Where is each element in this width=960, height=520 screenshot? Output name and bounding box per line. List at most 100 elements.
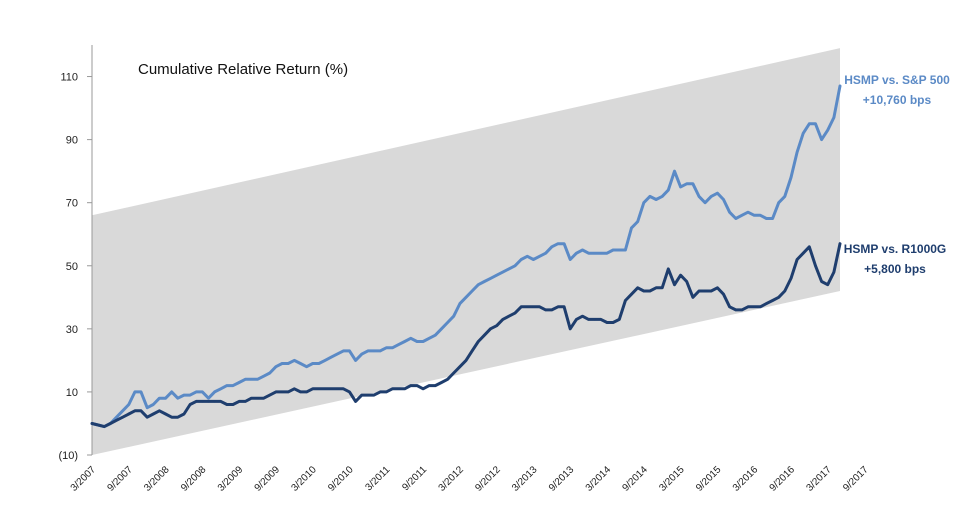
data-point [477,340,480,343]
data-point [618,318,621,321]
data-point [679,185,682,189]
data-point [464,296,468,299]
x-tick-label: 3/2014 [584,464,614,494]
data-point [176,416,179,419]
x-tick-label: 9/2012 [473,464,503,494]
y-tick-label: 110 [60,72,78,84]
x-tick-label: 3/2011 [364,464,393,493]
data-point [753,305,756,308]
data-point [520,258,523,261]
data-point [783,289,786,293]
data-point [740,308,744,312]
data-point [532,258,535,261]
data-point [250,378,253,381]
data-point [802,132,805,135]
data-point [642,289,645,293]
data-point [470,349,474,353]
data-point [630,226,633,230]
data-point [710,195,713,198]
data-point [532,305,535,308]
data-point [587,252,590,255]
data-point [599,252,603,255]
data-point [360,393,363,397]
data-point [740,214,744,217]
data-point [667,188,670,192]
data-point [569,258,572,261]
data-point [501,318,504,321]
series-label-sp500-name: HSMP vs. S&P 500 [844,73,950,87]
data-point [759,305,762,308]
data-point [771,217,774,220]
data-point [667,267,670,271]
data-point [826,129,829,132]
data-point [415,384,419,387]
data-point [152,412,155,416]
data-point [636,220,639,223]
data-point [176,397,179,400]
data-point [146,406,149,409]
data-point [158,397,161,400]
data-point [544,252,547,255]
data-point [513,311,517,315]
data-point [697,289,701,293]
data-point [765,217,768,220]
data-point [802,252,805,255]
data-point [127,412,130,416]
data-point [507,267,511,271]
data-point [237,381,241,384]
data-point [464,359,468,362]
data-point [379,390,382,394]
data-point [728,305,731,308]
data-point [710,289,713,293]
data-point [201,390,204,394]
data-point [483,334,486,337]
data-point [795,151,799,154]
data-point [195,390,198,394]
data-point [219,387,222,390]
data-point [274,365,278,368]
data-point [139,390,143,394]
x-tick-label: 3/2017 [804,464,834,494]
data-point [605,252,609,255]
data-point [495,274,498,277]
data-point [293,387,296,390]
y-tick-label: 50 [66,261,78,273]
data-point [593,318,596,321]
data-point [127,403,130,406]
x-tick-label: 9/2010 [326,464,356,494]
x-tick-label: 3/2007 [69,464,99,494]
data-point [832,116,836,119]
y-tick-label: 10 [66,387,78,399]
data-point [428,337,431,340]
data-point [207,397,210,400]
data-point [661,286,664,289]
data-point [753,214,756,217]
data-point [477,283,480,286]
data-point [391,346,394,349]
data-point [489,277,492,280]
data-point [256,378,259,381]
data-point [703,201,707,204]
x-tick-label: 9/2017 [841,464,871,494]
data-point [746,211,750,214]
data-point [152,403,155,406]
data-point [679,274,682,277]
data-point [795,258,799,261]
data-point [237,400,241,403]
data-point [280,362,284,365]
data-point [391,387,394,390]
data-point [121,416,124,419]
data-point [182,412,186,416]
data-point [513,264,517,267]
data-point [250,397,253,400]
data-point [231,403,235,406]
data-point [170,390,173,394]
data-point [734,308,737,312]
data-point [520,305,523,308]
data-point [495,324,498,327]
x-axis-ticks: 3/2007 9/2007 3/2008 9/2008 3/2009 9/2009 3/20… [69,464,871,494]
data-point [244,378,247,381]
y-tick-label: 30 [66,324,78,336]
data-point [587,318,590,321]
data-point [293,359,296,362]
